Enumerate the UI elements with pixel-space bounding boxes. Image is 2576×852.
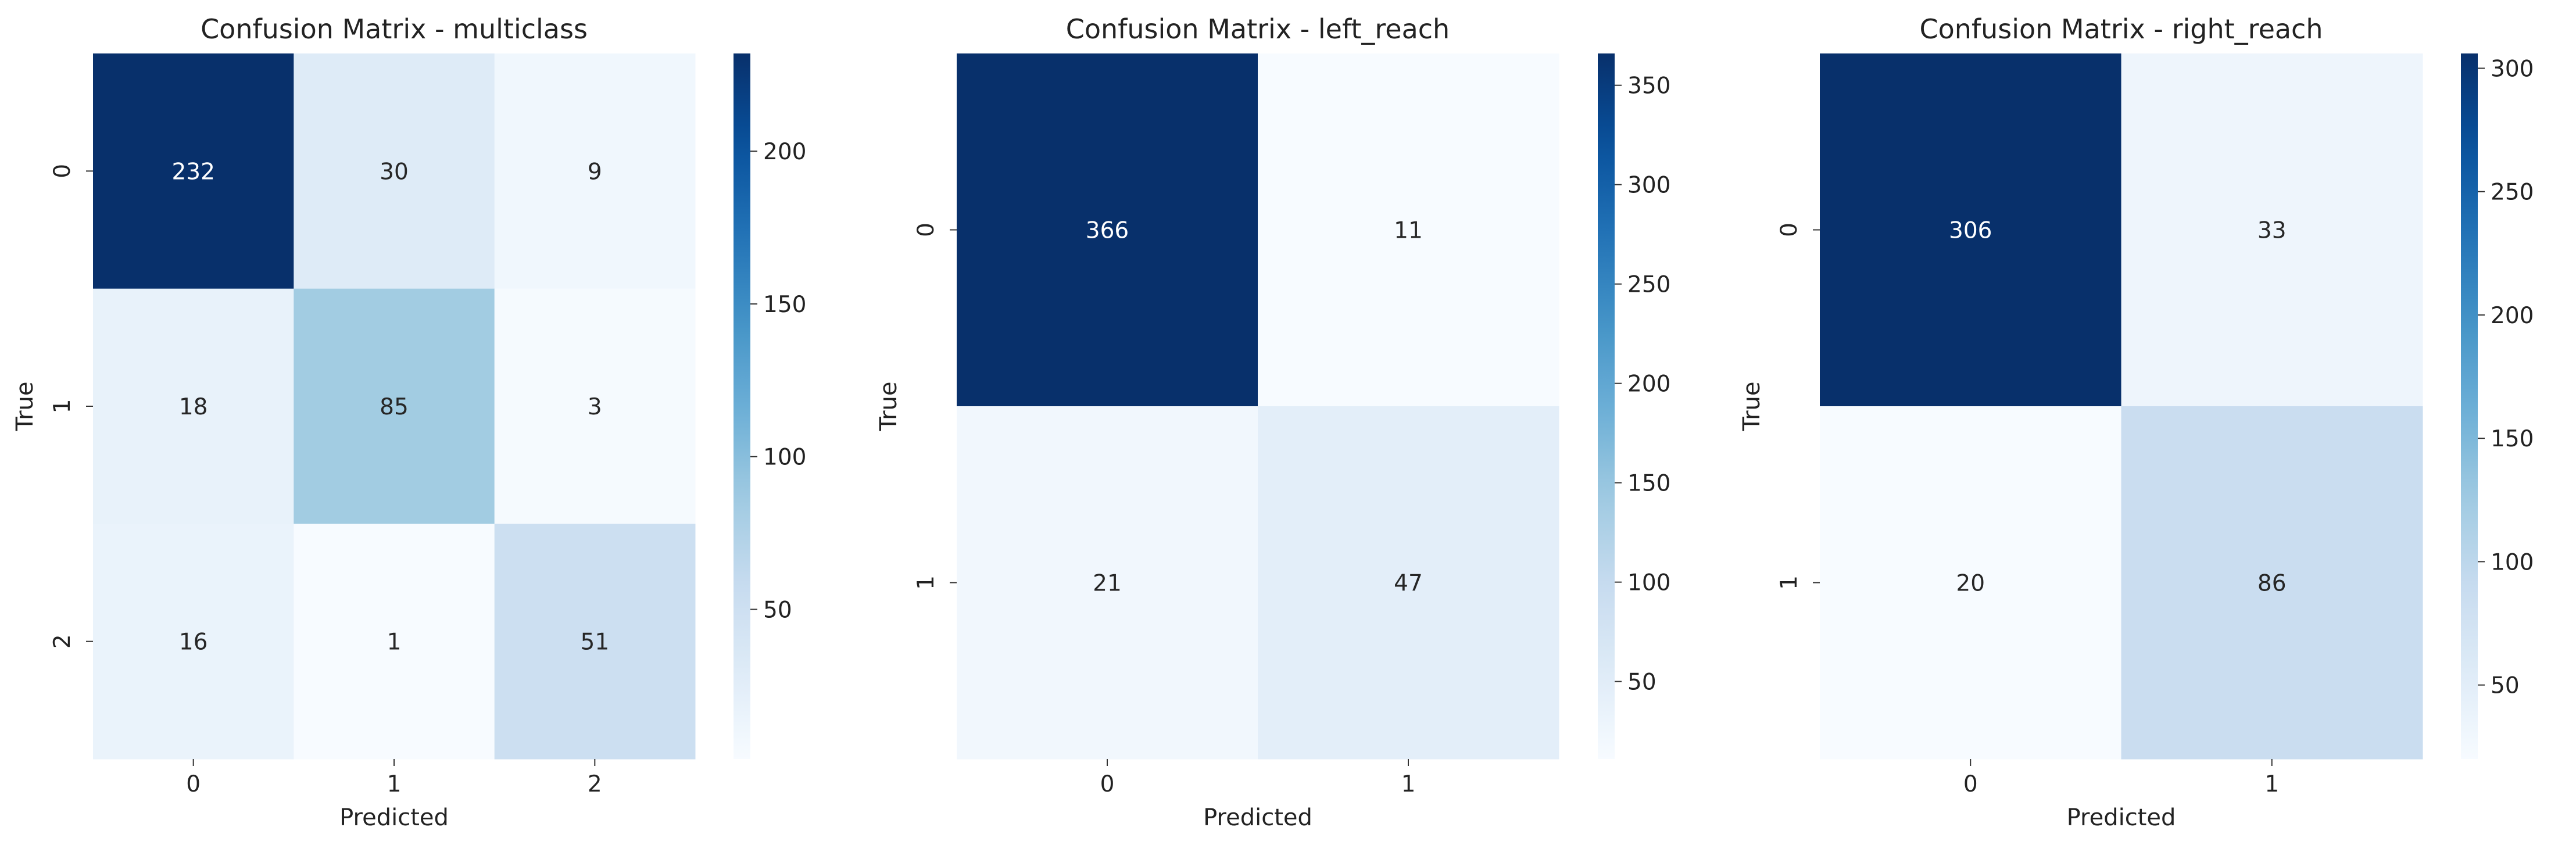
- colorbar-tick-label: 150: [2491, 426, 2534, 452]
- heatmap-cell-r1-c1: [1258, 406, 1559, 760]
- cell-value-label: 16: [179, 629, 208, 656]
- x-tick-label: 1: [1401, 771, 1416, 797]
- y-tick-label: 0: [1776, 223, 1802, 237]
- colorbar-tick-label: 50: [1627, 670, 1656, 696]
- cell-value-label: 232: [171, 159, 214, 185]
- y-tick-label: 0: [913, 223, 939, 237]
- cell-value-label: 51: [581, 629, 610, 656]
- cell-value-label: 306: [1949, 218, 1992, 244]
- colorbar-tick-label: 200: [2491, 303, 2534, 329]
- heatmap-cell-r0-c0: [1820, 53, 2121, 407]
- cell-value-label: 21: [1093, 571, 1122, 597]
- x-tick-label: 0: [1963, 771, 1978, 797]
- y-tick-label: 1: [49, 399, 76, 414]
- heatmap-cell-r1-c0: [957, 406, 1258, 760]
- x-tick-label: 2: [588, 771, 602, 797]
- heatmap-cell-r0-c0: [93, 53, 294, 289]
- colorbar-tick-label: 50: [2491, 673, 2520, 699]
- heatmap-cell-r0-c0: [957, 53, 1258, 407]
- cell-value-label: 11: [1394, 218, 1423, 244]
- colorbar-tick-label: 100: [2491, 549, 2534, 575]
- cell-value-label: 3: [588, 394, 602, 420]
- heatmap-panel-right-reach: 306 33 20 86 Confusion Matrix - right_reach 0…: [1738, 13, 2534, 831]
- y-axis-label: True: [1738, 382, 1765, 432]
- colorbar-tick-label: 150: [1627, 471, 1670, 497]
- cell-value-label: 33: [2257, 218, 2287, 244]
- cell-value-label: 366: [1086, 218, 1129, 244]
- colorbar: [2461, 53, 2478, 759]
- x-tick-label: 1: [387, 771, 402, 797]
- heatmap-cell-r0-c1: [294, 53, 495, 289]
- x-tick-label: 0: [186, 771, 201, 797]
- heatmap-cell-r2-c1: [294, 524, 495, 760]
- colorbar-tick-label: 50: [763, 597, 792, 623]
- x-axis-label: Predicted: [339, 804, 449, 831]
- colorbar-tick-label: 300: [2491, 56, 2534, 82]
- heatmap-cell-r1-c0: [93, 288, 294, 524]
- colorbar: [734, 53, 750, 759]
- heatmap-cell-r0-c1: [2121, 53, 2423, 407]
- colorbar-tick-label: 200: [1627, 371, 1670, 398]
- cell-value-label: 85: [380, 394, 409, 420]
- cell-value-label: 30: [380, 159, 409, 185]
- colorbar-tick-label: 350: [1627, 73, 1670, 99]
- y-tick-label: 1: [913, 575, 939, 590]
- x-axis-label: Predicted: [2067, 804, 2176, 831]
- cell-value-label: 1: [387, 629, 402, 656]
- colorbar-tick-label: 300: [1627, 173, 1670, 199]
- cell-value-label: 9: [588, 159, 602, 185]
- colorbar-tick-label: 100: [763, 445, 806, 471]
- heatmap-cell-r0-c1: [1258, 53, 1559, 407]
- heatmap-cell-r2-c0: [93, 524, 294, 760]
- y-tick-label: 1: [1776, 575, 1802, 590]
- x-tick-label: 1: [2264, 771, 2279, 797]
- x-tick-label: 0: [1100, 771, 1115, 797]
- heatmap-cell-r1-c0: [1820, 406, 2121, 760]
- chart-title: Confusion Matrix - multiclass: [201, 13, 588, 45]
- heatmap-cell-r1-c1: [2121, 406, 2423, 760]
- heatmap-cell-r1-c2: [494, 288, 696, 524]
- colorbar-tick-label: 150: [763, 292, 806, 318]
- colorbar-tick-label: 250: [2491, 180, 2534, 206]
- cell-value-label: 20: [1956, 571, 1985, 597]
- chart-title: Confusion Matrix - left_reach: [1066, 13, 1450, 45]
- x-axis-label: Predicted: [1203, 804, 1312, 831]
- y-tick-label: 2: [49, 634, 76, 649]
- colorbar-tick-label: 100: [1627, 570, 1670, 596]
- colorbar-tick-label: 200: [763, 139, 806, 165]
- heatmap-panel-multiclass: 232 30 9 18 85 3 16 1 51 Confusion Matrix - multi…: [12, 13, 806, 831]
- cell-value-label: 86: [2257, 571, 2287, 597]
- colorbar-tick-label: 250: [1627, 272, 1670, 298]
- cell-value-label: 47: [1394, 571, 1423, 597]
- colorbar: [1598, 53, 1615, 759]
- heatmap-cell-r2-c2: [494, 524, 696, 760]
- cell-value-label: 18: [179, 394, 208, 420]
- y-axis-label: True: [875, 382, 902, 432]
- heatmap-cell-r0-c2: [494, 53, 696, 289]
- heatmap-cell-r1-c1: [294, 288, 495, 524]
- y-tick-label: 0: [49, 164, 76, 178]
- y-axis-label: True: [12, 382, 38, 432]
- chart-title: Confusion Matrix - right_reach: [1919, 13, 2323, 45]
